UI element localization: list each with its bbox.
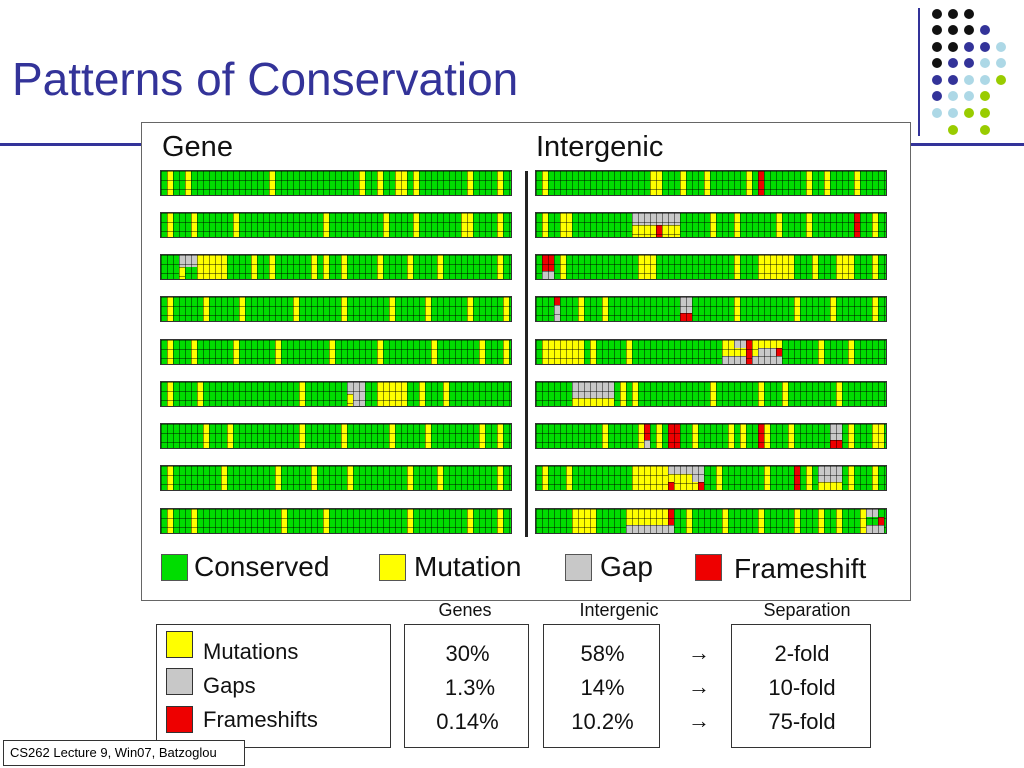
slide-title: Patterns of Conservation (12, 53, 519, 105)
intergenic-alignment-bar (535, 296, 887, 322)
intergenic-alignment-bar (535, 381, 887, 407)
legend-label-mutation: Mutation (414, 551, 522, 582)
gene-alignment-bar (160, 254, 512, 280)
column-header-separation: Separation (763, 600, 851, 620)
title-underline-right (910, 143, 1024, 146)
gene-alignment-bar (160, 381, 512, 407)
title-underline-left (0, 143, 142, 146)
column-header-intergenic: Intergenic (579, 600, 659, 620)
legend-label-frameshift: Frameshift (734, 553, 867, 584)
intergenic-alignment-bar (535, 465, 887, 491)
separation-value-mutations: 2-fold (774, 641, 830, 666)
intergenic-value-frameshifts: 10.2% (571, 709, 634, 734)
intergenic-alignment-bar (535, 423, 887, 449)
intergenic-values-box: 58% 14% 10.2% (543, 624, 660, 748)
intergenic-alignment-bar (535, 508, 887, 534)
genes-values-box: 30% 1.3% 0.14% (404, 624, 529, 748)
vertical-accent-line (918, 8, 920, 136)
intergenic-value-gaps: 14% (580, 675, 625, 700)
intergenic-heading: Intergenic (536, 131, 664, 163)
genes-value-gaps: 1.3% (444, 675, 496, 700)
intergenic-alignment-bar (535, 254, 887, 280)
separation-value-gaps: 10-fold (768, 675, 836, 700)
slide-footer: CS262 Lecture 9, Win07, Batzoglou (3, 740, 245, 766)
key-swatch-mutations (166, 631, 193, 658)
gene-alignment-bar (160, 423, 512, 449)
intergenic-value-mutations: 58% (580, 641, 625, 666)
intergenic-alignment-bar (535, 212, 887, 238)
key-label-frameshifts: Frameshifts (203, 707, 318, 732)
arrow-right-icon: → (688, 708, 710, 733)
separation-value-frameshifts: 75-fold (768, 709, 836, 734)
figure-divider (525, 171, 528, 537)
intergenic-alignment-bar (535, 339, 887, 365)
gene-heading: Gene (162, 131, 233, 163)
gene-alignment-bar (160, 296, 512, 322)
legend-label-gap: Gap (600, 551, 653, 582)
gene-alignment-bar (160, 170, 512, 196)
column-header-genes: Genes (438, 600, 492, 620)
key-swatch-frameshifts (166, 706, 193, 733)
gene-alignment-bar (160, 508, 512, 534)
key-swatch-gaps (166, 668, 193, 695)
decorative-dot-grid (932, 9, 1006, 135)
arrow-right-icon: → (688, 674, 710, 699)
conservation-figure: Gene Intergenic (141, 122, 911, 601)
gene-alignment-bar (160, 339, 512, 365)
legend-label-conserved: Conserved (194, 551, 330, 582)
separation-values-box: 2-fold 10-fold 75-fold (731, 624, 871, 748)
genes-value-mutations: 30% (445, 641, 490, 666)
genes-value-frameshifts: 0.14% (436, 709, 499, 734)
gene-alignment-bar (160, 212, 512, 238)
legend-swatch-mutation (379, 554, 406, 581)
legend-swatch-frameshift (695, 554, 722, 581)
key-label-gaps: Gaps (203, 673, 256, 698)
key-label-mutations: Mutations (203, 639, 299, 664)
category-key-box: Mutations Gaps Frameshifts (156, 624, 391, 748)
legend-swatch-conserved (161, 554, 188, 581)
intergenic-alignment-bar (535, 170, 887, 196)
legend-swatch-gap (565, 554, 592, 581)
arrow-right-icon: → (688, 640, 710, 665)
gene-alignment-bar (160, 465, 512, 491)
